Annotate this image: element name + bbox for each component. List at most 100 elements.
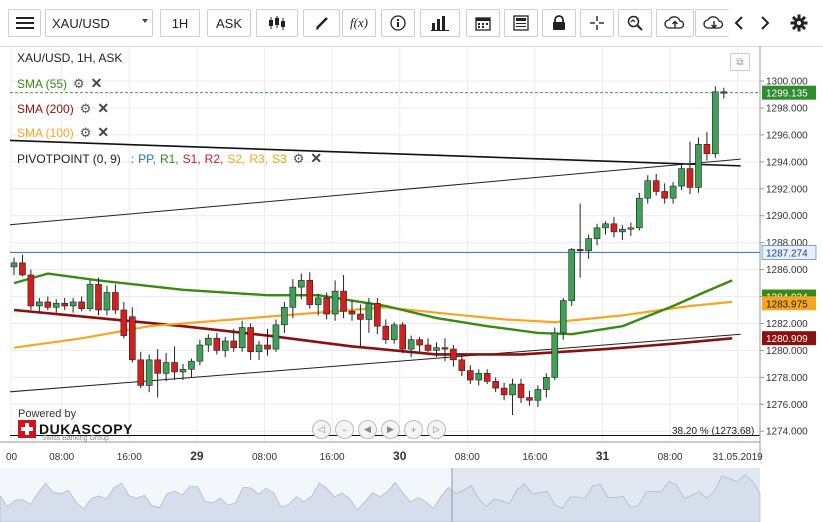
fx-label: f(x): [349, 15, 369, 30]
nav-back-button[interactable]: ◁: [312, 420, 331, 439]
brand-logo: DUKASCOPY: [18, 420, 133, 438]
expand-chart-button[interactable]: ⧉: [730, 53, 750, 71]
close-icon[interactable]: ✕: [310, 150, 323, 166]
candle-body: [348, 311, 356, 315]
candle-body: [500, 387, 508, 396]
y-tick-label: 1282.000: [766, 319, 808, 330]
price-marker: [762, 296, 816, 311]
price-marker: [762, 85, 816, 100]
chevron-right-icon: [761, 16, 770, 30]
indicator-label: SMA (200): [17, 101, 74, 116]
candle-body: [255, 344, 263, 353]
price-marker-label: 1299.135: [766, 89, 808, 100]
info-icon: [390, 15, 406, 31]
bar-chart-button[interactable]: [420, 9, 460, 37]
candle-body: [78, 301, 85, 309]
arrow-right-icon: ▷: [433, 424, 440, 434]
menu-button[interactable]: [8, 9, 41, 37]
nav-prev-button[interactable]: ◀: [358, 420, 377, 439]
news-button[interactable]: [504, 9, 538, 37]
chart-area[interactable]: 1300.000 1298.000 1296.000 1294.000 1292.000…: [0, 46, 823, 522]
candle-body: [610, 223, 618, 233]
upload-button[interactable]: [656, 9, 694, 37]
crosshair-button[interactable]: [580, 9, 614, 37]
candle-body: [357, 313, 364, 320]
nav-zoom-out-button[interactable]: −: [335, 420, 354, 439]
y-tick-label: 1278.000: [766, 373, 808, 384]
indicator-sma100: SMA (100) ⚙ ✕: [17, 124, 109, 141]
nav-next-button[interactable]: ▶: [381, 420, 400, 439]
candle-body: [331, 290, 339, 315]
candle-body: [399, 324, 407, 350]
candle-body: [466, 370, 474, 381]
nav-forward-button[interactable]: ▷: [427, 420, 446, 439]
pivot-s3: S3: [272, 151, 287, 166]
candle-body: [661, 191, 668, 199]
candle-body: [221, 340, 229, 351]
nav-zoom-in-button[interactable]: +: [404, 420, 423, 439]
indicator-label: SMA (55): [17, 76, 68, 91]
brand-name: DUKASCOPY: [39, 421, 133, 437]
symbol-select[interactable]: XAU/USD: [45, 9, 153, 37]
calendar-button[interactable]: [466, 9, 500, 37]
gear-icon[interactable]: ⚙: [292, 150, 305, 166]
candle-body: [576, 249, 584, 252]
y-tick-label: 1280.000: [766, 346, 808, 357]
candle-body: [712, 91, 719, 155]
y-tick-label: 1300.000: [766, 77, 808, 88]
candle-body: [137, 359, 145, 386]
scroll-left-button[interactable]: [728, 9, 750, 37]
candle-body: [703, 144, 711, 155]
chart-canvas[interactable]: 1300.000 1298.000 1296.000 1294.000 1292.000…: [0, 46, 823, 522]
forward-icon: ▶: [387, 424, 394, 434]
x-tick-label: 16:00: [320, 452, 345, 463]
info-button[interactable]: [381, 9, 415, 37]
price-marker: [761, 245, 817, 260]
powered-by-label: Powered by: [18, 408, 77, 420]
candle-body: [509, 383, 516, 396]
candle-body: [720, 91, 728, 94]
candle-body: [695, 144, 702, 188]
pivot-sep: :: [130, 151, 135, 166]
y-tick-label: 1298.000: [766, 103, 808, 114]
candle-body: [627, 227, 635, 230]
settings-button[interactable]: [786, 9, 812, 37]
indicator-button[interactable]: f(x): [342, 9, 376, 37]
rewind-icon: ◀: [364, 424, 371, 434]
menu-icon: [15, 17, 34, 29]
candle-body: [188, 360, 195, 370]
close-icon[interactable]: ✕: [97, 100, 110, 116]
lock-button[interactable]: [542, 9, 576, 37]
candle-body: [281, 307, 288, 326]
candle-body: [120, 309, 128, 336]
side-select[interactable]: ASK: [207, 9, 251, 37]
draw-tool-button[interactable]: [303, 9, 340, 37]
timeframe-select[interactable]: 1H: [160, 9, 200, 37]
gear-icon[interactable]: ⚙: [79, 100, 92, 116]
zoom-button[interactable]: [618, 9, 652, 37]
candle-body: [635, 197, 643, 229]
candle-body: [145, 359, 153, 386]
sma55-line: [13, 272, 733, 336]
indicator-sma200: SMA (200) ⚙ ✕: [17, 100, 109, 117]
chart-type-button[interactable]: [256, 9, 298, 37]
candle-body: [585, 238, 592, 252]
sma200-line: [13, 308, 733, 356]
x-tick-label: 31.05.2019: [713, 452, 763, 463]
trend-line: [10, 158, 741, 226]
pivot-r1: R1,: [159, 151, 179, 166]
symbol-value: XAU/USD: [52, 15, 110, 31]
timeframe-value: 1H: [171, 15, 189, 31]
candle-body: [154, 359, 161, 374]
candle-body: [86, 284, 94, 309]
close-icon[interactable]: ✕: [90, 75, 103, 91]
crosshair-icon: [590, 16, 604, 30]
candle-body: [95, 284, 102, 311]
download-icon: [703, 16, 724, 29]
gear-icon[interactable]: ⚙: [79, 124, 92, 140]
close-icon[interactable]: ✕: [97, 124, 110, 140]
gear-icon[interactable]: ⚙: [73, 75, 85, 91]
scroll-right-button[interactable]: [754, 9, 776, 37]
y-tick-label: 1290.000: [766, 211, 808, 222]
candle-body: [162, 362, 170, 374]
